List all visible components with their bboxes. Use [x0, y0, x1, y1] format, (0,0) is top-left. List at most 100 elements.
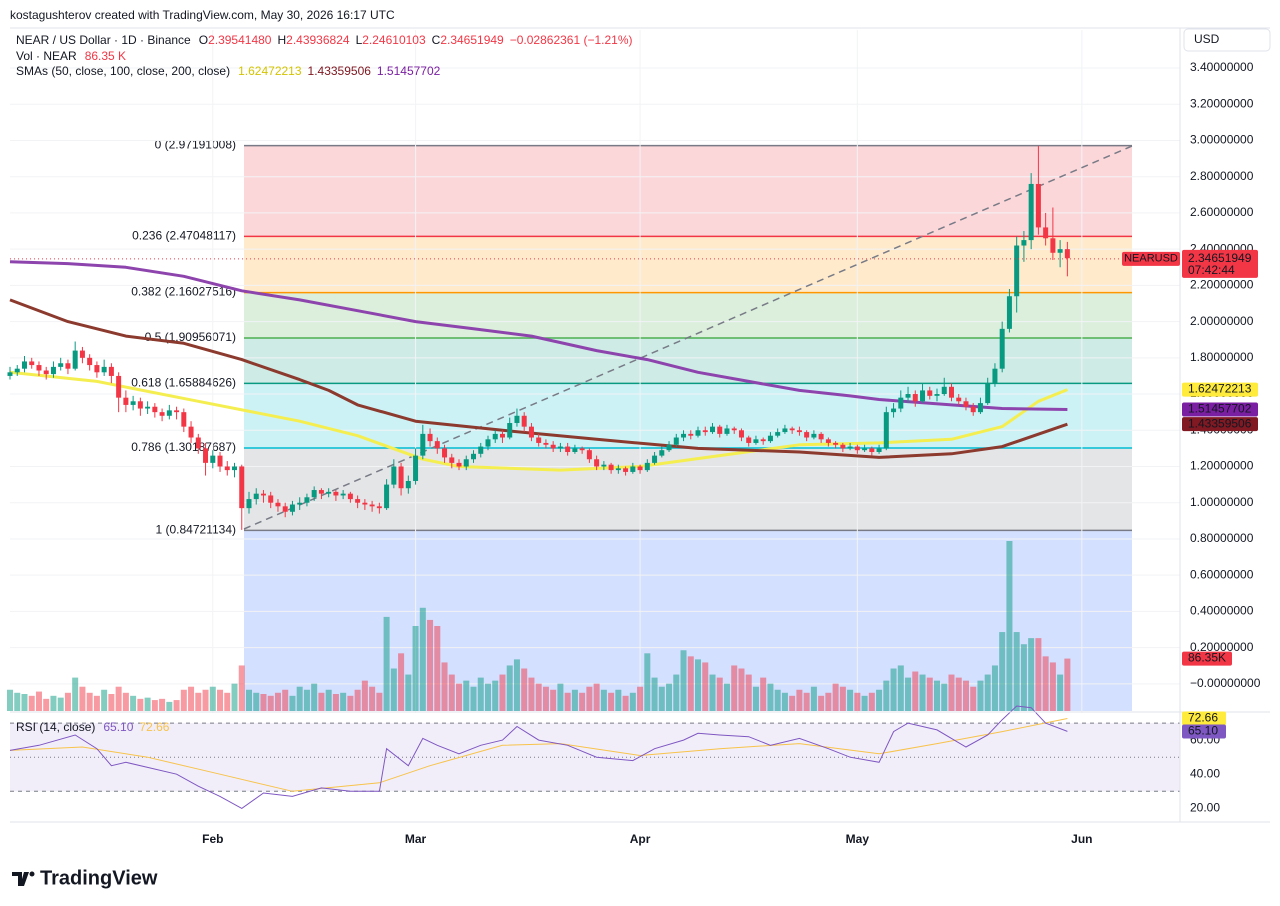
fib-label: 0.786 (1.30187687)	[131, 440, 236, 454]
candle-body	[289, 504, 295, 512]
y-tick-label: 2.80000000	[1190, 169, 1254, 183]
volume-bar	[50, 695, 57, 711]
candle-body	[391, 466, 397, 485]
candle-body	[492, 433, 498, 440]
volume-bar	[217, 689, 224, 711]
candle-body	[1014, 245, 1020, 297]
volume-bar	[1042, 656, 1049, 711]
volume-bar	[731, 665, 738, 711]
candle-body	[297, 502, 303, 505]
volume-bar	[818, 695, 825, 711]
rsi-label: RSI (14, close)	[16, 720, 95, 734]
candle-body	[644, 462, 650, 471]
volume-bar	[673, 674, 680, 711]
volume-bar	[202, 689, 209, 711]
candle-body	[702, 430, 708, 433]
volume-bar	[716, 677, 723, 711]
volume-bar	[93, 695, 100, 711]
volume-tag	[1182, 651, 1232, 666]
volume-bar	[542, 686, 549, 711]
volume-bar	[941, 683, 948, 711]
candle-body	[550, 444, 556, 449]
y-tick-label: 2.60000000	[1190, 205, 1254, 219]
volume-bar	[282, 689, 289, 711]
logo-dot	[29, 871, 35, 877]
candle-body	[681, 433, 687, 438]
volume-bar	[166, 701, 173, 711]
volume-bar	[781, 692, 788, 711]
price-tag-text: 2.34651949	[1188, 251, 1252, 265]
fib-band	[244, 337, 1132, 384]
volume-bar	[79, 686, 86, 711]
candle-body	[340, 493, 346, 496]
candle-body	[275, 502, 281, 507]
volume-bar	[43, 698, 50, 711]
volume-bar	[470, 686, 477, 711]
volume-bar	[231, 683, 238, 711]
x-tick-label: Mar	[405, 832, 427, 846]
rsi-ma-line	[9, 718, 1068, 792]
candle-body	[1057, 249, 1063, 253]
candle-body	[536, 437, 542, 443]
rsi-tick-label: 20.00	[1190, 801, 1220, 815]
candle-body	[963, 401, 969, 407]
volume-bar	[702, 662, 709, 711]
volume-bar	[579, 692, 586, 711]
volume-bar	[144, 697, 151, 711]
candle-body	[746, 437, 752, 443]
candle-body	[405, 480, 411, 489]
volume-bar	[1035, 638, 1042, 711]
candle-body	[717, 426, 723, 434]
candle-body	[1035, 183, 1041, 228]
candle-body	[304, 497, 310, 503]
fib-label: 0.618 (1.65884626)	[131, 376, 236, 390]
volume-bar	[151, 700, 158, 711]
sma-layer	[9, 260, 1068, 472]
volume-bar	[564, 692, 571, 711]
volume-bar	[245, 689, 252, 711]
volume-bar	[897, 665, 904, 711]
symbol-tag-text: NEARUSD	[1124, 253, 1178, 265]
volume-bar	[21, 694, 28, 711]
candle-body	[659, 450, 665, 456]
candle-body	[43, 370, 49, 375]
candle-body	[58, 363, 64, 367]
currency-box[interactable]	[1183, 28, 1271, 52]
axis-tag	[1182, 417, 1258, 432]
candle-body	[724, 428, 730, 434]
fib-label: 0.236 (2.47048117)	[132, 229, 236, 243]
volume-bar	[905, 677, 912, 711]
candle-body	[29, 361, 35, 366]
volume-bar	[593, 683, 600, 711]
candle-body	[825, 439, 831, 443]
volume-bar	[267, 695, 274, 711]
volume-bar	[528, 677, 535, 711]
candle-body	[796, 430, 802, 433]
volume-bar	[948, 674, 955, 711]
volume-bar	[376, 692, 383, 711]
volume-bar	[977, 680, 984, 711]
rsi-pane	[10, 713, 1180, 822]
volume-bar	[115, 686, 122, 711]
volume-bar	[752, 686, 759, 711]
candle-body	[977, 403, 983, 413]
candle-body	[565, 446, 571, 453]
volume-bar	[427, 619, 434, 711]
volume-bar	[876, 689, 883, 711]
volume-bar	[35, 691, 42, 711]
candle-body	[137, 401, 143, 409]
candle-body	[688, 433, 694, 436]
currency[interactable]: USD	[1194, 32, 1220, 46]
volume-bar	[919, 674, 926, 711]
candle-body	[398, 466, 404, 489]
volume-bar	[600, 689, 607, 711]
volume-bar	[506, 665, 513, 711]
volume-bar	[390, 668, 397, 711]
volume-bar	[361, 680, 368, 711]
candle-body	[920, 390, 926, 402]
ohlc-key: O	[199, 33, 208, 47]
candle-body	[1064, 249, 1070, 259]
symbol: NEAR / US Dollar · 1D · Binance	[16, 33, 191, 47]
volume-bar	[991, 665, 998, 711]
